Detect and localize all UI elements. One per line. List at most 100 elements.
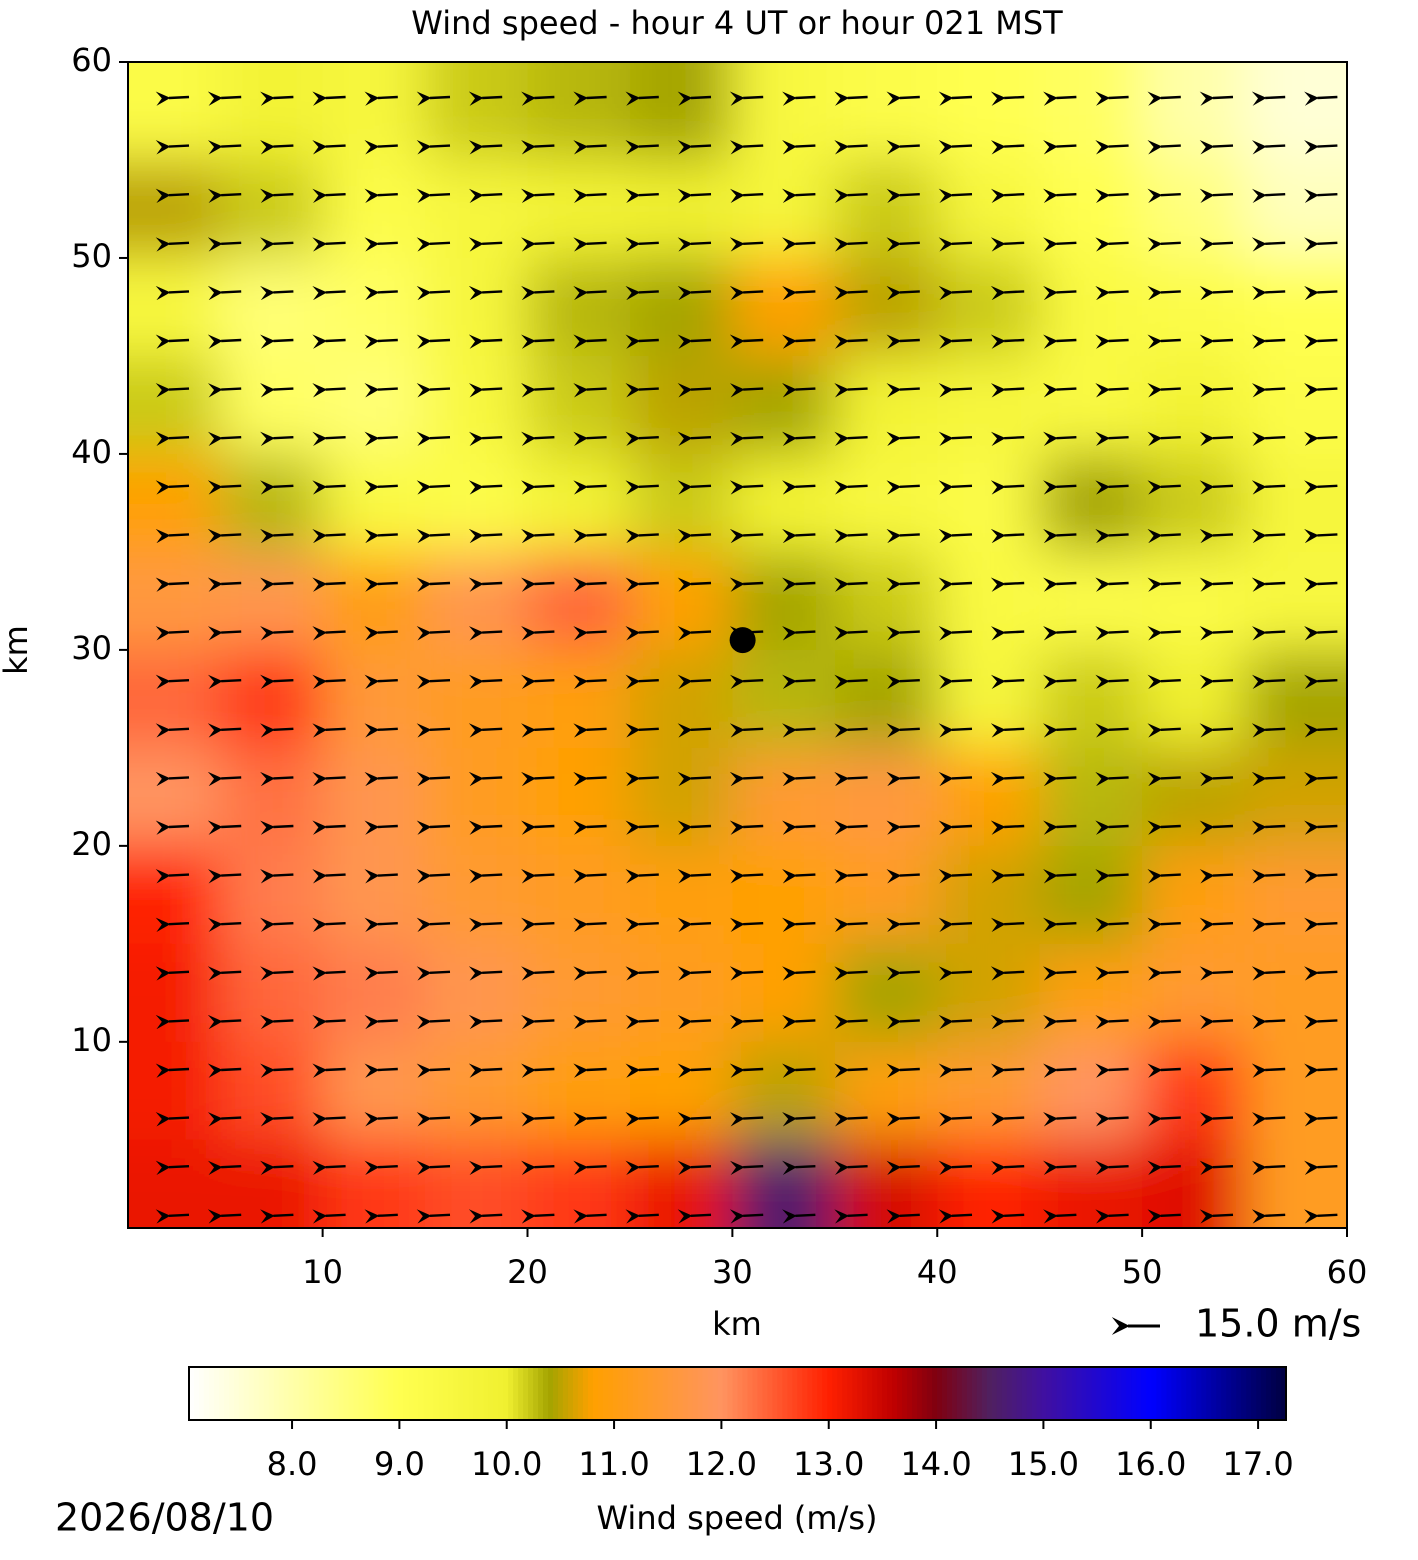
wind-arrow [155, 820, 190, 835]
field-cell [425, 453, 529, 553]
field-cell [527, 747, 631, 847]
wind-arrow [521, 917, 555, 933]
wind-arrow [364, 820, 398, 835]
field-cell [220, 551, 324, 651]
colorbar-slice [991, 1367, 998, 1420]
wind-arrow [677, 383, 712, 398]
wind-arrow [468, 285, 503, 301]
colorbar-slice [478, 1367, 484, 1420]
colorbar-slice [961, 1367, 968, 1420]
colorbar-slice [403, 1367, 409, 1420]
wind-arrow [207, 723, 242, 738]
colorbar-slice [1246, 1367, 1252, 1420]
wind-arrow [260, 383, 294, 398]
wind-arrow [260, 334, 294, 349]
wind-arrow [364, 1063, 398, 1078]
field-cell [732, 257, 836, 357]
wind-arrow [625, 820, 659, 835]
field-cell [629, 355, 734, 455]
wind-arrow [207, 285, 242, 301]
x-tick-label: 10 [302, 1253, 343, 1291]
field-cell [629, 747, 734, 847]
colorbar-slice [458, 1367, 464, 1420]
colorbar-slice [882, 1367, 888, 1420]
wind-arrow [573, 383, 607, 398]
wind-arrow [625, 285, 659, 301]
wind-arrow [782, 723, 816, 738]
wind-arrow [1251, 1063, 1286, 1078]
wind-arrow [1043, 869, 1077, 884]
wind-arrow [886, 188, 920, 204]
wind-arrow [625, 383, 659, 398]
wind-arrow [416, 869, 451, 884]
field-cell [322, 845, 427, 945]
wind-arrow [1304, 771, 1338, 787]
colorbar-slice [926, 1367, 933, 1420]
colorbar-slice [398, 1367, 405, 1420]
colorbar-tick-label: 11.0 [578, 1445, 649, 1483]
colorbar-slice [1106, 1367, 1113, 1420]
field-cell [937, 453, 1041, 553]
field-cell [732, 943, 836, 1043]
wind-arrow [938, 1014, 973, 1030]
wind-arrow [364, 626, 398, 641]
colorbar-slice [1201, 1367, 1207, 1420]
field-cell [1142, 747, 1246, 847]
wind-arrow [573, 1063, 607, 1078]
wind-arrow [155, 528, 190, 544]
wind-arrow [260, 626, 294, 641]
wind-arrow [521, 1014, 555, 1030]
wind-arrow [1095, 820, 1129, 835]
wind-arrow [834, 1112, 868, 1127]
wind-arrow [1199, 1063, 1234, 1078]
wind-arrow [729, 820, 764, 835]
colorbar-slice [218, 1367, 225, 1420]
wind-arrow [990, 723, 1025, 738]
wind-arrow [364, 1160, 398, 1176]
wind-arrow [834, 626, 868, 641]
field-cell [1244, 649, 1347, 749]
colorbar-slice [223, 1367, 230, 1420]
colorbar-slice [687, 1367, 694, 1420]
colorbar-slice [453, 1367, 459, 1420]
wind-arrow [729, 1063, 764, 1078]
wind-arrow [416, 1112, 451, 1127]
wind-arrow [1043, 626, 1077, 641]
wind-arrow [155, 966, 190, 981]
wind-arrow [1095, 1112, 1129, 1127]
wind-arrow [886, 1160, 920, 1176]
colorbar-slice [473, 1367, 479, 1420]
wind-arrow [729, 237, 764, 252]
colorbar-slice [1066, 1367, 1073, 1420]
colorbar-slice [503, 1367, 509, 1420]
wind-arrow [782, 528, 816, 544]
wind-arrow [468, 1063, 503, 1078]
colorbar-slice [1116, 1367, 1123, 1420]
wind-arrow [1043, 917, 1077, 933]
wind-arrow [1251, 966, 1286, 981]
wind-arrow [260, 1112, 294, 1127]
wind-arrow [1095, 771, 1129, 787]
wind-arrow [1043, 1160, 1077, 1176]
colorbar-slice [727, 1367, 734, 1420]
colorbar-slice [253, 1367, 260, 1420]
wind-arrow [990, 91, 1025, 106]
wind-arrow [416, 626, 451, 641]
wind-arrow [1147, 1014, 1181, 1030]
wind-arrow [938, 820, 973, 835]
chart-title: Wind speed - hour 4 UT or hour 021 MST [411, 4, 1063, 42]
site-marker [729, 627, 756, 654]
wind-arrow [729, 869, 764, 884]
wind-arrow [573, 334, 607, 349]
wind-arrow [1147, 431, 1181, 447]
field-cell [1244, 257, 1347, 357]
wind-arrow [468, 966, 503, 981]
y-axis-label: km [0, 625, 35, 675]
field-cell [425, 845, 529, 945]
colorbar-slice [1026, 1367, 1033, 1420]
colorbar-slice [707, 1367, 714, 1420]
wind-arrow [573, 237, 607, 252]
wind-arrow [416, 917, 451, 933]
colorbar-slice [837, 1367, 843, 1420]
colorbar-slice [483, 1367, 489, 1420]
